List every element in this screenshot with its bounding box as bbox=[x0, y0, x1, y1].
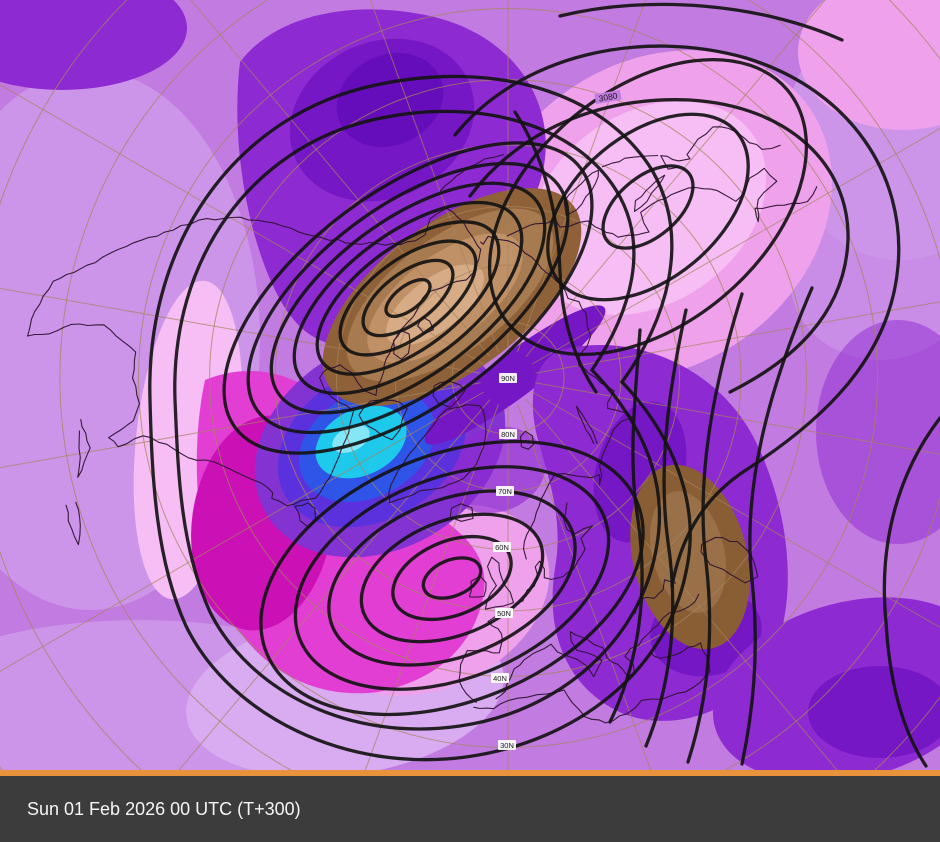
contour-line bbox=[513, 110, 598, 394]
coastline bbox=[495, 593, 700, 700]
coastline bbox=[519, 430, 535, 450]
meridian-line bbox=[535, 301, 940, 374]
contour-line bbox=[644, 308, 688, 748]
meridian-line bbox=[531, 391, 940, 628]
contour-line bbox=[686, 292, 744, 764]
contour-line bbox=[608, 328, 644, 724]
shading-regions bbox=[0, 0, 940, 770]
contour-ring bbox=[361, 258, 455, 338]
contour-ring bbox=[421, 556, 483, 600]
contour-ring bbox=[293, 465, 611, 691]
contour-line bbox=[882, 416, 940, 768]
contour-ring bbox=[292, 200, 524, 396]
contour-labels: 3080 bbox=[594, 89, 622, 105]
coastline bbox=[77, 419, 91, 478]
latitude-label-box bbox=[499, 429, 517, 439]
meridian-line bbox=[531, 128, 940, 365]
coastline bbox=[473, 642, 711, 724]
contour-line bbox=[173, 109, 661, 731]
latitude-label: 50N bbox=[497, 609, 511, 618]
coastline bbox=[65, 501, 81, 546]
meridian-line bbox=[535, 382, 940, 455]
latitude-label-box bbox=[493, 542, 511, 552]
timestamp-label: Sun 01 Feb 2026 00 UTC (T+300) bbox=[0, 776, 940, 842]
latitude-label-box bbox=[499, 373, 517, 383]
latitude-label: 60N bbox=[495, 543, 509, 552]
meridian-line bbox=[525, 0, 826, 357]
coastline bbox=[633, 174, 666, 212]
weather-map: 3080 90N 80N 70N 60N 50N 40N 30N bbox=[0, 0, 940, 770]
latitude-label: 40N bbox=[493, 674, 507, 683]
latitude-label-box bbox=[498, 740, 516, 750]
contour-ring bbox=[359, 512, 545, 644]
latitude-label: 30N bbox=[500, 741, 514, 750]
meridian-line bbox=[364, 404, 499, 770]
meridian-line bbox=[525, 399, 838, 770]
contour-line bbox=[468, 98, 850, 394]
contour-line bbox=[453, 44, 901, 588]
meridian-line bbox=[369, 0, 499, 352]
footer-bar: Sun 01 Feb 2026 00 UTC (T+300) bbox=[0, 770, 940, 842]
contour-ring bbox=[269, 181, 547, 415]
coastline bbox=[392, 329, 411, 360]
contour-ring bbox=[222, 141, 594, 455]
contour-ring bbox=[259, 439, 645, 717]
contour-line bbox=[740, 286, 814, 766]
coastline bbox=[660, 126, 781, 170]
latitude-label: 90N bbox=[501, 374, 515, 383]
latitude-label-box bbox=[495, 608, 513, 618]
latitude-label-box bbox=[491, 673, 509, 683]
latitude-labels: 90N 80N 70N 60N 50N 40N 30N bbox=[491, 373, 517, 750]
contour-line bbox=[148, 74, 692, 762]
coastline bbox=[484, 556, 515, 610]
coastline bbox=[27, 207, 482, 507]
contour-ring bbox=[384, 278, 432, 318]
coastline bbox=[479, 235, 633, 560]
coastline bbox=[458, 502, 594, 704]
coastlines bbox=[27, 126, 818, 724]
coastline bbox=[388, 404, 487, 504]
contour-ring bbox=[601, 164, 695, 250]
contour-label: 3080 bbox=[594, 89, 622, 105]
meridian-line bbox=[190, 0, 491, 357]
height-contours bbox=[148, 2, 940, 768]
latitude-label: 80N bbox=[501, 430, 515, 439]
coastline bbox=[700, 536, 759, 584]
coastline bbox=[449, 503, 474, 522]
footer-accent-line bbox=[0, 770, 940, 776]
weather-map-canvas: 3080 90N 80N 70N 60N 50N 40N 30N bbox=[0, 0, 940, 770]
contour-ring bbox=[338, 239, 478, 357]
coastline bbox=[506, 167, 818, 238]
coastline bbox=[294, 502, 317, 529]
svg-text:3080: 3080 bbox=[598, 90, 619, 103]
coastline bbox=[575, 405, 598, 445]
contour-ring bbox=[327, 489, 577, 667]
latitude-label-box bbox=[496, 486, 514, 496]
coastline bbox=[601, 154, 659, 168]
coastline bbox=[563, 169, 599, 216]
latitude-label: 70N bbox=[498, 487, 512, 496]
contour-ring bbox=[391, 534, 513, 622]
meridian-line bbox=[517, 0, 647, 352]
contour-ring bbox=[246, 161, 570, 435]
contour-line bbox=[558, 2, 844, 42]
latitude-circle bbox=[59, 0, 940, 770]
